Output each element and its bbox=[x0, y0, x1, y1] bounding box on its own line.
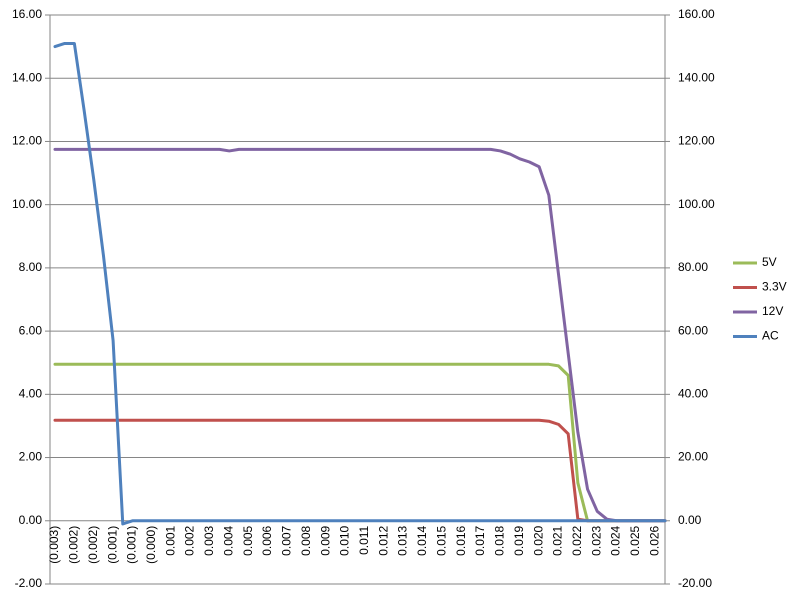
y2-tick-label: 140.00 bbox=[678, 70, 715, 84]
x-tick-label: (0.001) bbox=[105, 526, 119, 564]
y-tick-label: 6.00 bbox=[19, 323, 43, 337]
y-tick-label: 0.00 bbox=[19, 513, 43, 527]
x-tick-label: 0.025 bbox=[628, 525, 642, 555]
x-tick-label: 0.002 bbox=[183, 525, 197, 555]
y-tick-label: 4.00 bbox=[19, 387, 43, 401]
y-tick-label: 12.00 bbox=[12, 134, 42, 148]
x-tick-label: 0.010 bbox=[338, 525, 352, 555]
x-tick-label: 0.011 bbox=[357, 525, 371, 554]
x-tick-label: 0.006 bbox=[260, 525, 274, 555]
x-tick-label: 0.007 bbox=[280, 525, 294, 555]
y-tick-label: 8.00 bbox=[19, 260, 43, 274]
x-tick-label: (0.003) bbox=[47, 526, 61, 564]
y2-tick-label: 40.00 bbox=[678, 387, 708, 401]
legend-label: AC bbox=[762, 329, 779, 343]
x-tick-label: 0.008 bbox=[299, 525, 313, 555]
y2-tick-label: -20.00 bbox=[678, 576, 712, 590]
y2-tick-label: 20.00 bbox=[678, 450, 708, 464]
x-tick-label: 0.012 bbox=[376, 525, 390, 555]
x-tick-label: 0.020 bbox=[531, 525, 545, 555]
y2-tick-label: 160.00 bbox=[678, 7, 715, 21]
x-tick-label: (0.001) bbox=[125, 526, 139, 564]
x-tick-label: 0.004 bbox=[221, 525, 235, 555]
y-tick-label: -2.00 bbox=[15, 576, 43, 590]
x-tick-label: 0.015 bbox=[434, 525, 448, 555]
x-tick-label: 0.016 bbox=[454, 525, 468, 555]
y-tick-label: 16.00 bbox=[12, 7, 42, 21]
legend-label: 12V bbox=[762, 304, 783, 318]
y2-tick-label: 60.00 bbox=[678, 323, 708, 337]
y-tick-label: 14.00 bbox=[12, 70, 42, 84]
y2-tick-label: 100.00 bbox=[678, 197, 715, 211]
series-line bbox=[53, 418, 667, 523]
series-line bbox=[53, 41, 667, 526]
x-tick-label: (0.000) bbox=[144, 526, 158, 564]
y2-tick-label: 80.00 bbox=[678, 260, 708, 274]
x-tick-label: 0.018 bbox=[493, 525, 507, 555]
legend-label: 5V bbox=[762, 255, 777, 269]
legend-label: 3.3V bbox=[762, 280, 787, 294]
x-tick-label: 0.024 bbox=[609, 525, 623, 555]
x-tick-label: 0.014 bbox=[415, 525, 429, 555]
x-tick-label: 0.009 bbox=[318, 525, 332, 555]
x-tick-label: 0.013 bbox=[396, 525, 410, 555]
x-tick-label: 0.005 bbox=[241, 525, 255, 555]
y-tick-label: 2.00 bbox=[19, 450, 43, 464]
x-tick-label: 0.017 bbox=[473, 525, 487, 555]
series-line bbox=[53, 362, 667, 523]
x-tick-label: 0.021 bbox=[551, 525, 565, 555]
x-tick-label: 0.022 bbox=[570, 525, 584, 555]
x-tick-label: 0.026 bbox=[647, 525, 661, 555]
y2-tick-label: 120.00 bbox=[678, 134, 715, 148]
y-tick-label: 10.00 bbox=[12, 197, 42, 211]
x-tick-label: 0.001 bbox=[163, 525, 177, 555]
x-tick-label: 0.003 bbox=[202, 525, 216, 555]
series-line bbox=[53, 147, 667, 523]
y2-tick-label: 0.00 bbox=[678, 513, 702, 527]
x-tick-label: 0.023 bbox=[589, 525, 603, 555]
x-tick-label: 0.019 bbox=[512, 525, 526, 555]
x-tick-label: (0.002) bbox=[67, 526, 81, 564]
x-tick-label: (0.002) bbox=[86, 526, 100, 564]
